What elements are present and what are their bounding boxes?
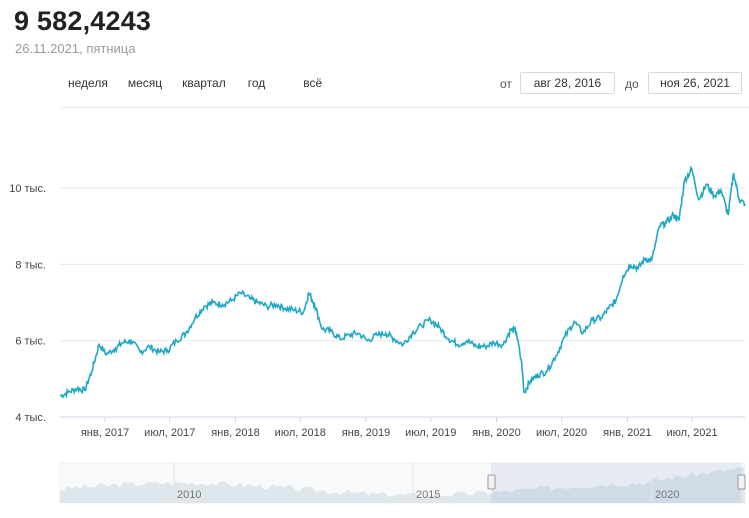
range-from-label: от	[500, 77, 512, 91]
x-tick-label: июл, 2017	[144, 427, 195, 439]
navigator-year-label: 2010	[177, 489, 201, 501]
current-value: 9 582,4243	[14, 6, 152, 36]
y-tick-label: 4 тыс.	[15, 412, 46, 424]
y-tick-label: 6 тыс.	[15, 336, 46, 348]
range-from-input[interactable]: авг 28, 2016	[520, 72, 615, 94]
y-tick-label: 8 тыс.	[15, 259, 46, 271]
x-tick-label: янв, 2019	[342, 427, 390, 439]
x-tick-label: янв, 2018	[211, 427, 259, 439]
x-tick-label: янв, 2021	[603, 427, 651, 439]
current-date: 26.11.2021, пятница	[15, 41, 136, 56]
grid-lines	[60, 187, 745, 418]
range-to-input[interactable]: ноя 26, 2021	[648, 72, 742, 94]
x-tick-label: янв, 2020	[472, 427, 520, 439]
y-tick-label: 10 тыс.	[9, 183, 46, 195]
tab-week[interactable]: неделя	[68, 76, 108, 90]
navigator-series	[60, 467, 745, 503]
period-tabs: неделя месяц квартал год всё	[58, 74, 332, 92]
series-line	[59, 165, 746, 399]
navigator-selection[interactable]	[491, 463, 741, 503]
navigator-year-label: 2015	[416, 489, 440, 501]
range-to-label: до	[625, 77, 639, 91]
x-tick-label: июл, 2020	[536, 427, 587, 439]
tab-quarter[interactable]: квартал	[182, 76, 226, 90]
tab-all[interactable]: всё	[303, 76, 323, 90]
x-tick-label: июл, 2018	[275, 427, 326, 439]
navigator[interactable]: 2010 2015 2020	[59, 462, 746, 504]
x-axis: янв, 2017 июл, 2017 янв, 2018 июл, 2018 янв,…	[81, 417, 718, 439]
x-tick-label: июл, 2021	[667, 427, 718, 439]
tab-year[interactable]: год	[247, 76, 266, 90]
header-divider	[60, 107, 749, 108]
tab-month[interactable]: месяц	[127, 76, 163, 90]
x-tick-label: янв, 2017	[81, 427, 129, 439]
navigator-handle[interactable]	[737, 474, 746, 490]
navigator-year-label: 2020	[655, 489, 679, 501]
y-axis: 4 тыс. 6 тыс. 8 тыс. 10 тыс.	[9, 183, 46, 424]
x-tick-label: июл, 2019	[405, 427, 456, 439]
navigator-handle[interactable]	[487, 474, 496, 490]
